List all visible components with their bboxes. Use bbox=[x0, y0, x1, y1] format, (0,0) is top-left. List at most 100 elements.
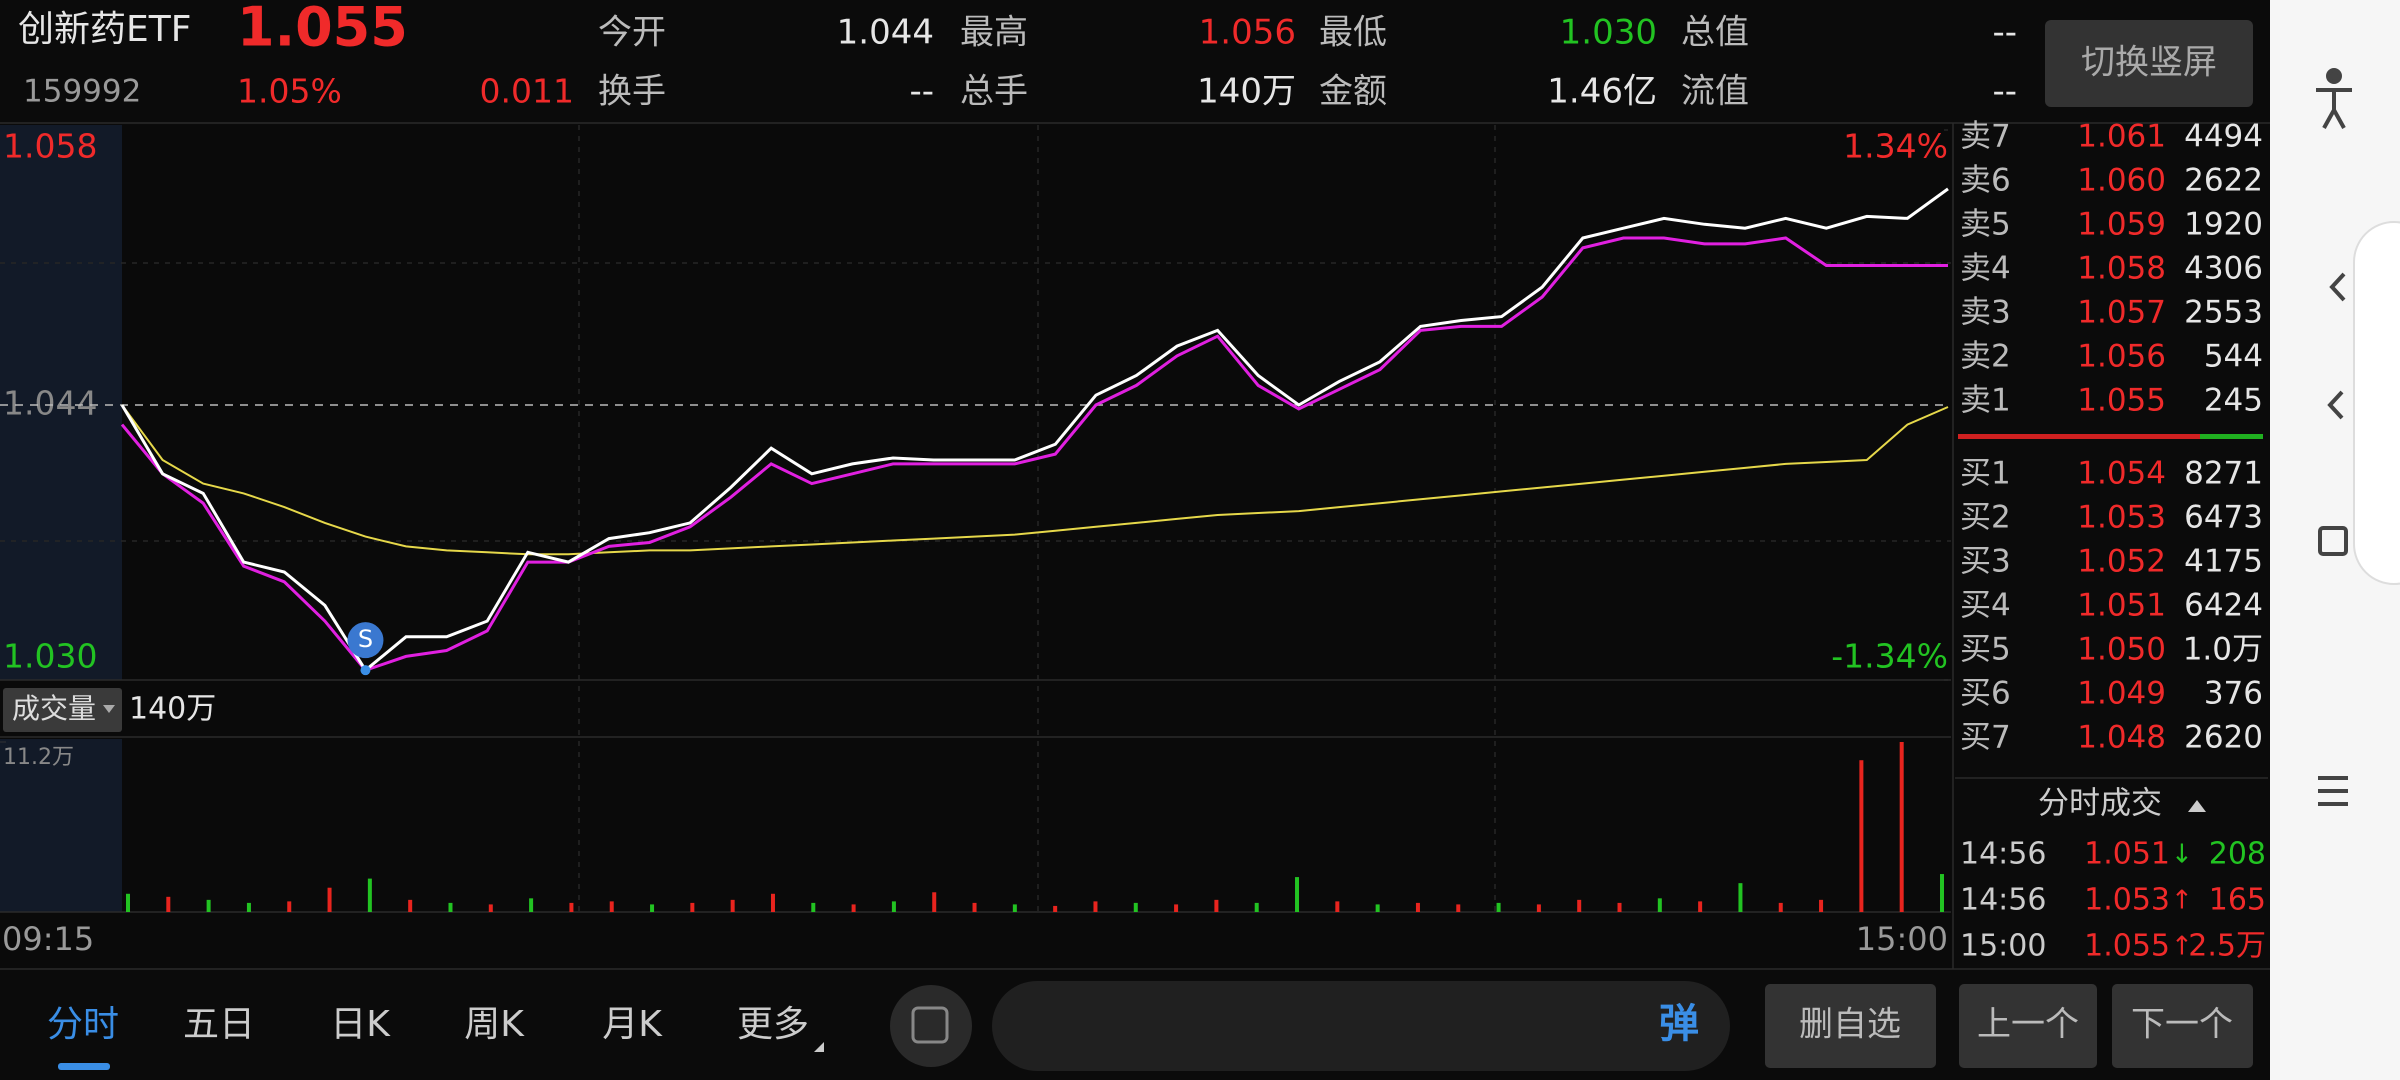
bid-label: 买1 bbox=[1960, 456, 2011, 492]
comment-icon bbox=[911, 1006, 949, 1044]
volume-bar bbox=[972, 902, 977, 912]
trade-arrow: ↑ bbox=[2171, 932, 2193, 962]
volume-bar bbox=[529, 898, 534, 912]
ask-label: 卖6 bbox=[1960, 163, 2011, 199]
volume-bar bbox=[1859, 760, 1864, 912]
bid-price: 1.052 bbox=[2077, 544, 2166, 580]
tab[interactable]: 分时 bbox=[47, 1004, 119, 1045]
ask-volume: 544 bbox=[2204, 339, 2263, 375]
comment-icon-bg[interactable] bbox=[890, 985, 972, 1067]
button-bg[interactable] bbox=[2112, 984, 2253, 1068]
volume-bar bbox=[1012, 904, 1017, 912]
field-label: 换手 bbox=[598, 72, 666, 112]
ask-volume: 2622 bbox=[2184, 163, 2263, 199]
field-value: 1.056 bbox=[1199, 13, 1296, 53]
trade-time: 15:00 bbox=[1960, 929, 2046, 964]
volume-bar bbox=[1295, 877, 1300, 912]
ask-label: 卖2 bbox=[1960, 339, 2011, 375]
volume-bar bbox=[1335, 901, 1340, 912]
field-value: 1.46亿 bbox=[1547, 72, 1657, 112]
indicator-select[interactable] bbox=[3, 688, 122, 732]
ask-price: 1.058 bbox=[2077, 251, 2166, 287]
tab[interactable]: 更多 bbox=[737, 1004, 809, 1045]
y-tick-label: 1.044 bbox=[3, 384, 97, 423]
volume-bar bbox=[1093, 901, 1098, 912]
volume-bar bbox=[932, 892, 937, 912]
button-bg[interactable] bbox=[1959, 984, 2097, 1068]
volume-bar bbox=[1536, 904, 1541, 912]
trade-volume: 208 bbox=[2209, 837, 2266, 872]
volume-bar bbox=[488, 904, 493, 912]
trades-arrow bbox=[2188, 800, 2206, 812]
button-label[interactable]: 下一个 bbox=[2131, 1005, 2233, 1045]
button-bg[interactable] bbox=[1765, 984, 1936, 1068]
ask-price: 1.060 bbox=[2077, 163, 2166, 199]
chart-bg bbox=[0, 125, 1951, 969]
field-label: 金额 bbox=[1319, 72, 1387, 112]
y-tick-label: 1.030 bbox=[3, 637, 97, 676]
volume-bar bbox=[1899, 742, 1904, 912]
volume-tick-label: 11.2万 bbox=[3, 745, 74, 770]
x-tick-label: 09:15 bbox=[2, 920, 94, 958]
dropdown-arrow bbox=[103, 705, 115, 713]
field-value: -- bbox=[1992, 13, 2017, 53]
volume-bar bbox=[650, 904, 655, 912]
field-value: -- bbox=[909, 72, 934, 112]
trade-arrow: ↑ bbox=[2171, 886, 2193, 916]
volume-bar bbox=[1174, 904, 1179, 912]
volume-bar bbox=[206, 899, 211, 912]
volume-bar bbox=[1738, 883, 1743, 912]
ask-label: 卖4 bbox=[1960, 251, 2011, 287]
volume-bar bbox=[367, 878, 372, 912]
volume-bar bbox=[246, 902, 251, 912]
trade-price: 1.053 bbox=[2084, 883, 2170, 918]
back-icon[interactable] bbox=[2329, 272, 2346, 302]
bid-volume: 2620 bbox=[2184, 720, 2263, 756]
change-pct: 1.05% bbox=[237, 72, 342, 111]
field-label: 总手 bbox=[960, 72, 1028, 112]
trade-time: 14:56 bbox=[1960, 883, 2046, 918]
field-label: 今开 bbox=[598, 13, 666, 53]
tab[interactable]: 日K bbox=[330, 1004, 391, 1045]
volume-bar bbox=[891, 901, 896, 912]
bid-volume: 8271 bbox=[2184, 456, 2263, 492]
tab[interactable]: 五日 bbox=[183, 1004, 255, 1045]
x-tick-label: 15:00 bbox=[1856, 920, 1948, 958]
y2-tick-label: 1.34% bbox=[1843, 127, 1948, 166]
tab[interactable]: 月K bbox=[602, 1004, 663, 1045]
tab[interactable]: 周K bbox=[464, 1004, 525, 1045]
security-name: 创新药ETF bbox=[18, 9, 191, 50]
ask-price: 1.055 bbox=[2077, 383, 2166, 419]
indicator-total: 140万 bbox=[129, 692, 216, 727]
switch-button-label[interactable]: 切换竖屏 bbox=[2081, 43, 2217, 83]
ask-price: 1.059 bbox=[2077, 207, 2166, 243]
collapse-icon[interactable] bbox=[2327, 390, 2344, 420]
field-label: 总值 bbox=[1681, 13, 1749, 53]
bid-label: 买3 bbox=[1960, 544, 2011, 580]
volume-bar bbox=[166, 896, 171, 912]
ask-volume: 2553 bbox=[2184, 295, 2263, 331]
button-label[interactable]: 上一个 bbox=[1977, 1005, 2079, 1045]
field-value: 1.044 bbox=[837, 13, 934, 53]
book-bar-red bbox=[1958, 434, 2200, 439]
bid-price: 1.050 bbox=[2077, 632, 2166, 668]
bid-volume: 6473 bbox=[2184, 500, 2263, 536]
volume-bar bbox=[327, 887, 332, 912]
ask-label: 卖5 bbox=[1960, 207, 2011, 243]
volume-bar bbox=[1375, 904, 1380, 912]
accessibility-icon[interactable] bbox=[2326, 68, 2342, 84]
volume-bar bbox=[287, 901, 292, 912]
recent-icon[interactable] bbox=[2318, 526, 2348, 556]
price-line bbox=[120, 187, 1949, 673]
volume-bar bbox=[1778, 902, 1783, 912]
trade-marker-dot bbox=[360, 665, 371, 676]
indicator-title[interactable]: 成交量 bbox=[12, 692, 96, 725]
comment-input[interactable] bbox=[992, 981, 1730, 1071]
volume-bar bbox=[1133, 902, 1138, 912]
button-label[interactable]: 删自选 bbox=[1799, 1005, 1901, 1045]
danmu-button[interactable]: 弹 bbox=[1659, 1001, 1699, 1047]
ask-price: 1.061 bbox=[2077, 119, 2166, 155]
menu-icon[interactable] bbox=[2318, 776, 2348, 806]
switch-button[interactable] bbox=[2045, 20, 2253, 107]
